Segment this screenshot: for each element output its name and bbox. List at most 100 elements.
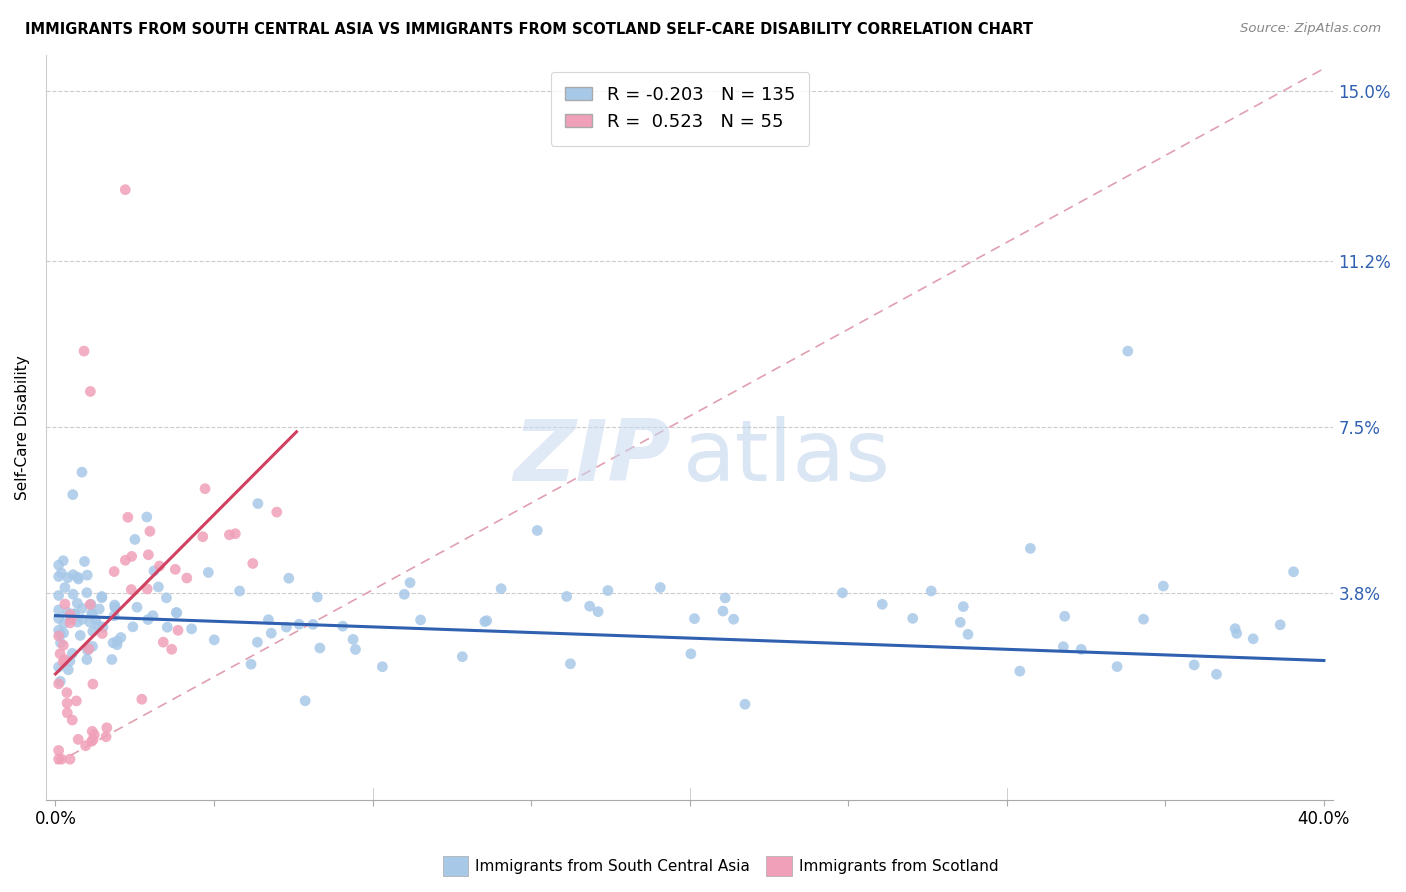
Immigrants from South Central Asia: [394, 587, 416, 601]
Immigrants from Scotland: [165, 562, 187, 576]
Immigrants from South Central Asia: [831, 586, 853, 600]
Immigrants from South Central Asia: [82, 640, 104, 654]
Immigrants from South Central Asia: [104, 598, 127, 612]
Immigrants from Scotland: [96, 721, 118, 735]
Immigrants from South Central Asia: [66, 615, 89, 629]
Immigrants from South Central Asia: [949, 615, 972, 630]
Immigrants from South Central Asia: [180, 622, 202, 636]
Text: Immigrants from South Central Asia: Immigrants from South Central Asia: [475, 859, 751, 873]
Immigrants from Scotland: [52, 655, 75, 669]
Immigrants from South Central Asia: [56, 605, 79, 619]
Immigrants from South Central Asia: [105, 638, 128, 652]
Immigrants from South Central Asia: [66, 570, 89, 584]
Immigrants from South Central Asia: [48, 624, 70, 638]
Immigrants from South Central Asia: [76, 652, 98, 666]
Immigrants from South Central Asia: [650, 581, 672, 595]
Immigrants from South Central Asia: [48, 660, 70, 674]
Immigrants from South Central Asia: [79, 615, 101, 629]
Immigrants from South Central Asia: [48, 603, 70, 617]
Immigrants from Scotland: [242, 557, 264, 571]
Immigrants from South Central Asia: [56, 571, 79, 585]
Immigrants from South Central Asia: [76, 585, 98, 599]
Immigrants from Scotland: [79, 384, 101, 399]
Text: atlas: atlas: [683, 416, 891, 499]
Immigrants from South Central Asia: [294, 694, 316, 708]
Immigrants from Scotland: [120, 582, 142, 597]
Immigrants from South Central Asia: [104, 600, 127, 615]
Immigrants from Scotland: [56, 706, 79, 720]
Immigrants from Scotland: [53, 597, 76, 611]
Immigrants from South Central Asia: [66, 596, 89, 610]
Immigrants from South Central Asia: [62, 487, 84, 501]
Immigrants from Scotland: [82, 732, 104, 747]
Immigrants from Scotland: [67, 732, 90, 747]
Immigrants from Scotland: [59, 607, 82, 622]
Immigrants from Scotland: [60, 713, 83, 727]
Immigrants from South Central Asia: [148, 580, 170, 594]
Y-axis label: Self-Care Disability: Self-Care Disability: [15, 355, 30, 500]
Immigrants from Scotland: [218, 528, 240, 542]
Immigrants from South Central Asia: [70, 601, 93, 615]
Immigrants from South Central Asia: [277, 571, 299, 585]
Immigrants from Scotland: [136, 582, 159, 596]
Immigrants from South Central Asia: [89, 602, 111, 616]
Immigrants from South Central Asia: [166, 606, 188, 620]
Immigrants from South Central Asia: [560, 657, 582, 671]
Immigrants from South Central Asia: [276, 620, 298, 634]
Immigrants from South Central Asia: [1019, 541, 1042, 556]
Immigrants from South Central Asia: [475, 614, 498, 628]
Immigrants from South Central Asia: [124, 533, 146, 547]
Immigrants from South Central Asia: [48, 589, 70, 603]
Immigrants from South Central Asia: [260, 626, 283, 640]
Immigrants from South Central Asia: [714, 591, 737, 605]
Immigrants from South Central Asia: [52, 616, 75, 631]
Immigrants from South Central Asia: [1182, 657, 1205, 672]
Immigrants from South Central Asia: [332, 619, 354, 633]
Immigrants from South Central Asia: [48, 569, 70, 583]
Immigrants from Scotland: [48, 677, 70, 691]
Immigrants from Scotland: [56, 696, 79, 710]
Immigrants from South Central Asia: [80, 607, 103, 621]
Immigrants from Scotland: [65, 694, 87, 708]
Immigrants from South Central Asia: [67, 572, 90, 586]
Immigrants from South Central Asia: [679, 647, 702, 661]
Immigrants from Scotland: [48, 743, 70, 757]
Immigrants from South Central Asia: [103, 608, 125, 623]
Legend: R = -0.203   N = 135, R =  0.523   N = 55: R = -0.203 N = 135, R = 0.523 N = 55: [551, 71, 810, 145]
Immigrants from South Central Asia: [202, 632, 225, 647]
Immigrants from South Central Asia: [240, 657, 263, 672]
Immigrants from Scotland: [83, 728, 105, 742]
Immigrants from South Central Asia: [711, 604, 734, 618]
Immigrants from South Central Asia: [555, 590, 578, 604]
Immigrants from South Central Asia: [1205, 667, 1227, 681]
Immigrants from Scotland: [77, 641, 100, 656]
Immigrants from South Central Asia: [1226, 626, 1249, 640]
Immigrants from Scotland: [139, 524, 162, 539]
Immigrants from Scotland: [60, 612, 83, 626]
Immigrants from South Central Asia: [52, 554, 75, 568]
Immigrants from Scotland: [176, 571, 198, 585]
Immigrants from South Central Asia: [142, 608, 165, 623]
Immigrants from South Central Asia: [105, 634, 128, 648]
Immigrants from Scotland: [48, 752, 70, 766]
Immigrants from South Central Asia: [1270, 617, 1292, 632]
Immigrants from South Central Asia: [51, 566, 73, 580]
Immigrants from South Central Asia: [155, 591, 177, 605]
Immigrants from South Central Asia: [956, 627, 979, 641]
Immigrants from South Central Asia: [101, 652, 124, 666]
Immigrants from South Central Asia: [80, 598, 103, 612]
Immigrants from South Central Asia: [76, 643, 98, 657]
Text: Immigrants from Scotland: Immigrants from Scotland: [799, 859, 998, 873]
Immigrants from South Central Asia: [1053, 609, 1076, 624]
Immigrants from Scotland: [114, 183, 136, 197]
Immigrants from South Central Asia: [90, 590, 112, 604]
Immigrants from Scotland: [52, 638, 75, 652]
Immigrants from South Central Asia: [62, 567, 84, 582]
Immigrants from South Central Asia: [156, 620, 179, 634]
Immigrants from South Central Asia: [91, 620, 114, 634]
Immigrants from South Central Asia: [49, 636, 72, 650]
Immigrants from South Central Asia: [84, 613, 107, 627]
Immigrants from Scotland: [94, 730, 117, 744]
Immigrants from Scotland: [82, 677, 104, 691]
Immigrants from Scotland: [121, 549, 143, 564]
